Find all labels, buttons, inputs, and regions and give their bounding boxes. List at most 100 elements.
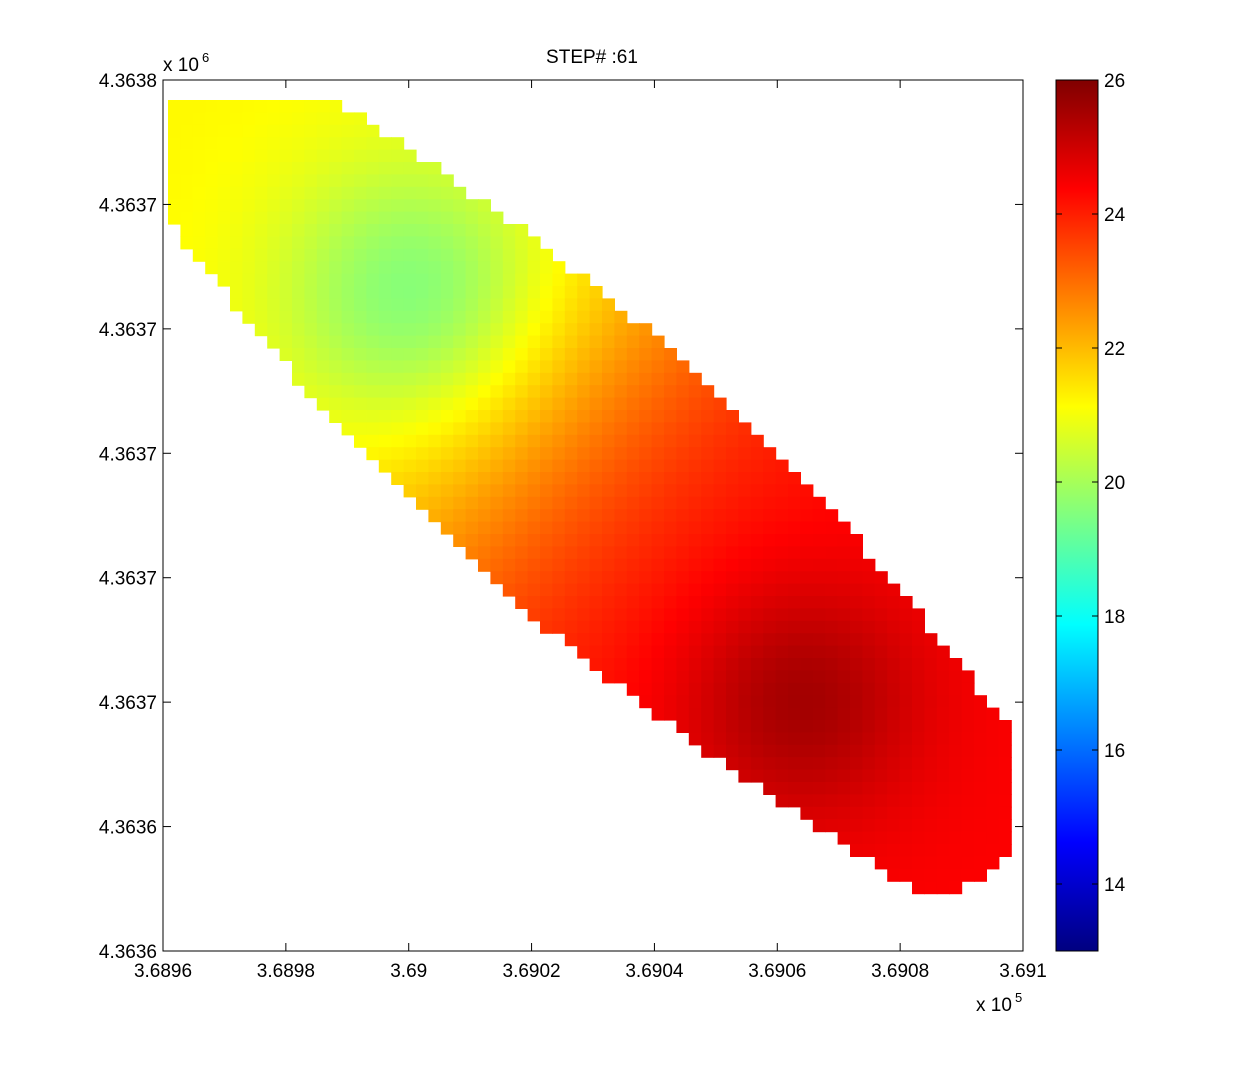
heatmap-cell (874, 782, 888, 795)
heatmap-cell (527, 335, 541, 349)
colorbar-tick-label: 20 (1104, 473, 1125, 494)
heatmap-cell (478, 372, 491, 386)
heatmap-cell (341, 211, 355, 225)
heatmap-cell (354, 112, 367, 126)
x-tick-label: 3.691 (999, 961, 1047, 982)
heatmap-cell (403, 174, 417, 188)
heatmap-cell (936, 720, 950, 733)
heatmap-cell (961, 732, 975, 746)
heatmap-cell (850, 844, 863, 857)
heatmap-cell (304, 348, 318, 361)
heatmap-cell (850, 571, 863, 585)
heatmap-cell (168, 137, 181, 151)
heatmap-cell (701, 546, 715, 560)
heatmap-cell (912, 732, 925, 746)
heatmap-cell (899, 596, 913, 609)
heatmap-cell (750, 620, 764, 634)
heatmap-cell (341, 385, 355, 399)
heatmap-cell (527, 323, 541, 337)
heatmap-cell (527, 372, 541, 386)
heatmap-cell (850, 534, 863, 547)
heatmap-cell (750, 596, 764, 609)
heatmap-cell (602, 509, 615, 523)
heatmap-cell (316, 186, 330, 200)
x-tick-label: 3.69 (390, 961, 427, 982)
heatmap-cell (292, 112, 305, 126)
heatmap-cell (788, 695, 801, 709)
heatmap-cell (304, 100, 318, 113)
heatmap-cell (738, 509, 752, 523)
heatmap-cell (230, 162, 243, 175)
heatmap-cell (527, 596, 541, 609)
heatmap-cell (502, 372, 516, 386)
heatmap-cell (800, 806, 814, 820)
heatmap-cell (440, 348, 454, 361)
heatmap-cell (180, 224, 194, 237)
heatmap-cell (440, 422, 454, 436)
heatmap-cell (701, 385, 715, 399)
heatmap-cell (453, 509, 467, 523)
heatmap-cell (403, 397, 417, 411)
heatmap-cell (465, 509, 479, 523)
heatmap-cell (862, 670, 876, 684)
heatmap-cell (254, 273, 268, 287)
heatmap-cell (701, 608, 715, 622)
heatmap-cell (205, 186, 219, 200)
heatmap-cell (168, 162, 181, 175)
heatmap-cell (316, 224, 330, 237)
heatmap-cell (564, 323, 578, 337)
heatmap-cell (329, 310, 343, 324)
heatmap-cell (478, 447, 491, 461)
heatmap-cell (403, 211, 417, 225)
heatmap-cell (899, 645, 913, 659)
heatmap-cell (391, 186, 405, 200)
heatmap-cell (788, 596, 801, 609)
heatmap-cell (924, 868, 938, 882)
heatmap-cell (676, 546, 690, 560)
heatmap-cell (664, 397, 677, 411)
heatmap-cell (887, 658, 901, 671)
heatmap-cell (341, 162, 355, 175)
heatmap-cell (676, 558, 690, 572)
heatmap-cell (812, 583, 826, 597)
heatmap-cell (267, 100, 281, 113)
heatmap-cell (490, 310, 504, 324)
heatmap-cell (378, 385, 392, 399)
heatmap-cell (775, 534, 789, 547)
heatmap-cell (254, 323, 268, 337)
heatmap-cell (949, 881, 963, 895)
heatmap-cell (192, 112, 206, 126)
heatmap-cell (726, 732, 739, 746)
heatmap-cell (763, 744, 777, 758)
heatmap-cell (676, 410, 690, 423)
heatmap-cell (403, 484, 417, 498)
heatmap-cell (850, 608, 863, 622)
heatmap-cell (825, 757, 839, 771)
heatmap-cell (217, 162, 231, 175)
heatmap-cell (428, 397, 442, 411)
heatmap-cell (713, 707, 727, 721)
heatmap-cell (416, 298, 429, 312)
heatmap-cell (527, 608, 541, 622)
heatmap-cell (812, 509, 826, 523)
heatmap-cell (230, 286, 243, 299)
y-tick-label: 4.3638 (99, 71, 157, 92)
heatmap-cell (267, 174, 281, 188)
heatmap-cell (626, 447, 640, 461)
heatmap-cell (341, 323, 355, 337)
heatmap-cell (527, 248, 541, 262)
heatmap-cell (738, 596, 752, 609)
heatmap-cell (602, 348, 615, 361)
heatmap-cell (788, 658, 801, 671)
heatmap-cell (589, 335, 603, 349)
heatmap-cell (577, 583, 591, 597)
heatmap-cell (726, 757, 739, 771)
heatmap-cell (416, 422, 429, 436)
heatmap-cell (825, 571, 839, 585)
heatmap-cell (304, 298, 318, 312)
heatmap-cell (750, 707, 764, 721)
heatmap-cell (453, 248, 467, 262)
heatmap-cell (478, 335, 491, 349)
heatmap-cell (664, 496, 677, 510)
heatmap-cell (850, 682, 863, 696)
